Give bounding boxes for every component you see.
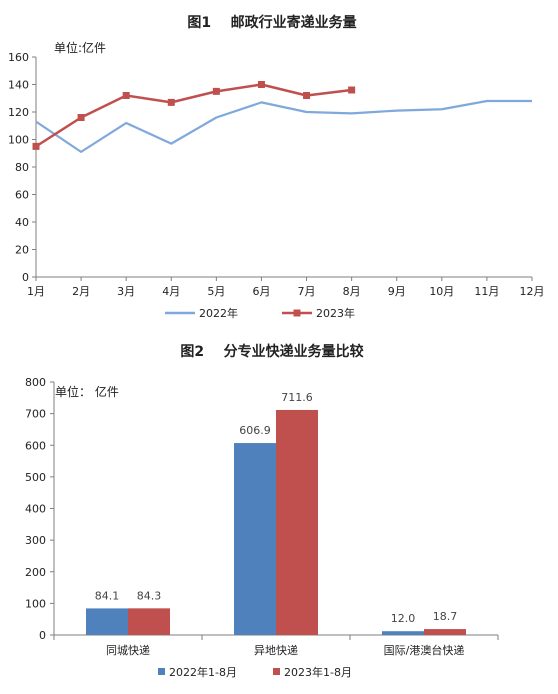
chart1-x-tick-label: 12月 <box>520 285 545 298</box>
chart1-y-tick-label: 60 <box>15 189 29 202</box>
chart1-y-tick-label: 160 <box>8 51 29 64</box>
chart2-data-label: 12.0 <box>391 612 416 625</box>
chart1-unit-label: 单位:亿件 <box>54 40 106 55</box>
chart1-y-tick-label: 120 <box>8 106 29 119</box>
chart1-x-tick-label: 6月 <box>252 285 270 298</box>
chart2-legend-swatch <box>158 668 165 675</box>
chart1-y-tick-label: 40 <box>15 216 29 229</box>
chart1-y-tick-label: 140 <box>8 79 29 92</box>
chart2-bar <box>382 631 424 635</box>
chart2-y-tick-label: 400 <box>25 503 46 516</box>
chart2-legend-label: 2022年1-8月 <box>169 665 237 679</box>
chart2-data-label: 711.6 <box>281 391 313 404</box>
chart1-x-tick-label: 2月 <box>72 285 90 298</box>
chart2-bar <box>86 608 128 635</box>
chart2-legend-label: 2023年1-8月 <box>284 665 352 679</box>
chart1-legend-label: 2023年 <box>316 306 355 320</box>
chart2-y-tick-label: 700 <box>25 408 46 421</box>
chart2-bar <box>128 608 170 635</box>
chart2-y-tick-label: 500 <box>25 471 46 484</box>
chart2-data-label: 84.3 <box>137 589 162 602</box>
chart1-series-point <box>167 98 175 106</box>
chart1-x-tick-label: 9月 <box>388 285 406 298</box>
chart2-y-tick-label: 300 <box>25 534 46 547</box>
chart2-x-tick-label: 同城快递 <box>106 643 150 657</box>
chart2-title: 图2 分专业快递业务量比较 <box>180 343 363 360</box>
chart1-x-tick-label: 11月 <box>474 285 499 298</box>
chart1-x-tick-label: 8月 <box>343 285 361 298</box>
chart2-y-tick-label: 800 <box>25 376 46 389</box>
chart1-x-tick-label: 10月 <box>429 285 454 298</box>
chart2-unit-label: 单位： 亿件 <box>55 384 119 399</box>
chart2-y-tick-label: 0 <box>39 629 46 642</box>
chart1-y-tick-label: 80 <box>15 161 29 174</box>
chart2-data-label: 18.7 <box>433 610 458 623</box>
chart1-x-tick-label: 5月 <box>207 285 225 298</box>
chart1-y-tick-label: 100 <box>8 134 29 147</box>
chart1-x-tick-label: 3月 <box>117 285 135 298</box>
chart1-series-point <box>32 142 40 150</box>
chart1-series-line-1 <box>35 99 532 153</box>
chart2-bar <box>424 629 466 635</box>
chart2-x-tick-label: 异地快递 <box>254 643 298 657</box>
chart2-y-tick-label: 100 <box>25 597 46 610</box>
chart1-series-point <box>348 86 356 94</box>
chart2-data-label: 606.9 <box>239 424 271 437</box>
chart2-bar <box>276 409 318 635</box>
chart2-y-tick-label: 200 <box>25 566 46 579</box>
chart2-legend-swatch <box>273 668 280 675</box>
chart1-legend-label: 2022年 <box>199 306 238 320</box>
chart1-x-tick-label: 4月 <box>162 285 180 298</box>
chart1-series-line-2 <box>35 83 352 148</box>
chart2-data-label: 84.1 <box>95 589 120 602</box>
chart1-x-tick-label: 1月 <box>27 285 45 298</box>
chart2-y-tick-label: 600 <box>25 439 46 452</box>
chart1-title: 图1 邮政行业寄递业务量 <box>187 14 356 31</box>
chart1-legend-marker <box>293 309 301 317</box>
chart1-series-point <box>257 81 265 88</box>
chart1-series-point <box>303 92 311 99</box>
chart2-x-tick-label: 国际/港澳台快递 <box>384 643 465 657</box>
chart1-x-tick-label: 7月 <box>298 285 316 298</box>
chart1-plot: 0 20 40 60 80 100 120 140 160 1月 2月 3月 4月 5月 6月 7月 8月 9月 1… <box>8 51 545 320</box>
chart1-series-point <box>77 114 85 121</box>
chart1-series-point <box>122 92 130 99</box>
chart2-bar <box>234 443 276 635</box>
chart1-y-tick-label: 20 <box>15 244 29 257</box>
chart2-plot: 0 100 200 300 400 500 600 700 800 84.1 84.3 同城快递 606… <box>25 376 499 679</box>
chart1-y-tick-label: 0 <box>22 271 29 284</box>
chart1-series-point <box>212 87 220 95</box>
